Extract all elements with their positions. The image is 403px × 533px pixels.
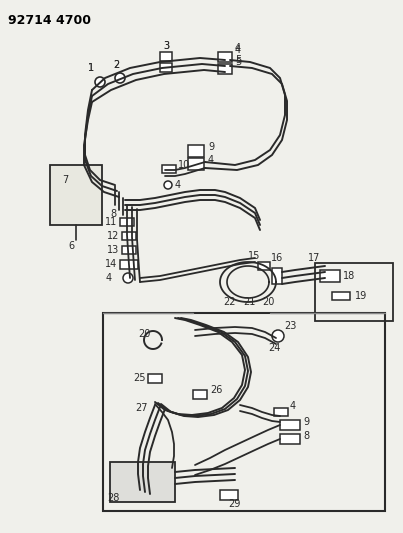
Text: 26: 26 bbox=[210, 385, 222, 395]
Text: 9: 9 bbox=[303, 417, 309, 427]
Text: 12: 12 bbox=[107, 231, 119, 241]
Bar bbox=[188, 158, 204, 170]
Text: 28: 28 bbox=[107, 493, 119, 503]
Text: 21: 21 bbox=[243, 297, 256, 307]
Text: 19: 19 bbox=[355, 291, 367, 301]
Text: 1: 1 bbox=[88, 63, 94, 73]
Text: 13: 13 bbox=[107, 245, 119, 255]
Text: 14: 14 bbox=[105, 259, 117, 269]
Bar bbox=[148, 374, 162, 383]
Bar bbox=[122, 232, 136, 240]
Text: 8: 8 bbox=[303, 431, 309, 441]
Text: 18: 18 bbox=[343, 271, 355, 281]
Bar bbox=[120, 260, 138, 269]
Text: 23: 23 bbox=[284, 321, 296, 331]
Text: 11: 11 bbox=[105, 217, 117, 227]
Circle shape bbox=[164, 181, 172, 189]
Text: 20: 20 bbox=[262, 297, 274, 307]
Text: 7: 7 bbox=[62, 175, 68, 185]
Text: 1: 1 bbox=[88, 63, 94, 73]
Bar bbox=[50, 165, 102, 225]
Bar bbox=[218, 52, 232, 62]
Text: 16: 16 bbox=[271, 253, 283, 263]
Text: 3: 3 bbox=[163, 41, 169, 51]
Text: 4: 4 bbox=[235, 43, 241, 53]
Bar bbox=[280, 420, 300, 430]
Text: 3: 3 bbox=[163, 41, 169, 51]
Text: 27: 27 bbox=[135, 403, 147, 413]
Bar bbox=[315, 263, 393, 321]
Bar bbox=[193, 390, 207, 399]
Text: 25: 25 bbox=[133, 373, 145, 383]
Text: 4: 4 bbox=[106, 273, 112, 283]
Text: 5: 5 bbox=[235, 55, 241, 65]
Bar bbox=[332, 292, 350, 300]
Bar bbox=[280, 434, 300, 444]
Bar bbox=[122, 246, 136, 254]
Text: 4: 4 bbox=[175, 180, 181, 190]
Text: 4: 4 bbox=[290, 401, 296, 411]
Text: 8: 8 bbox=[110, 209, 116, 219]
Text: 9: 9 bbox=[208, 142, 214, 152]
Text: 22: 22 bbox=[223, 297, 235, 307]
Text: 20: 20 bbox=[138, 329, 150, 339]
Bar bbox=[274, 408, 288, 416]
Text: 15: 15 bbox=[248, 251, 260, 261]
Text: 4: 4 bbox=[235, 45, 241, 55]
Bar bbox=[218, 64, 232, 74]
Circle shape bbox=[123, 273, 133, 283]
Circle shape bbox=[95, 77, 105, 87]
Circle shape bbox=[115, 73, 125, 83]
Text: 10: 10 bbox=[178, 160, 190, 170]
Text: 2: 2 bbox=[113, 60, 119, 70]
Text: 92714 4700: 92714 4700 bbox=[8, 14, 91, 27]
Text: 29: 29 bbox=[228, 499, 240, 509]
Bar bbox=[103, 313, 385, 511]
Text: 6: 6 bbox=[68, 241, 74, 251]
Bar bbox=[120, 218, 134, 226]
Bar bbox=[220, 490, 238, 500]
Bar bbox=[110, 462, 175, 502]
Bar bbox=[272, 268, 282, 284]
Text: 4: 4 bbox=[208, 155, 214, 165]
Text: 24: 24 bbox=[268, 343, 280, 353]
Bar bbox=[258, 262, 270, 270]
Text: 2: 2 bbox=[113, 60, 119, 70]
Bar bbox=[160, 52, 172, 61]
Text: 17: 17 bbox=[308, 253, 320, 263]
Bar bbox=[160, 63, 172, 72]
Bar bbox=[320, 270, 340, 282]
Bar bbox=[162, 165, 176, 173]
Text: 5: 5 bbox=[235, 57, 241, 67]
Bar bbox=[188, 145, 204, 157]
Circle shape bbox=[272, 330, 284, 342]
